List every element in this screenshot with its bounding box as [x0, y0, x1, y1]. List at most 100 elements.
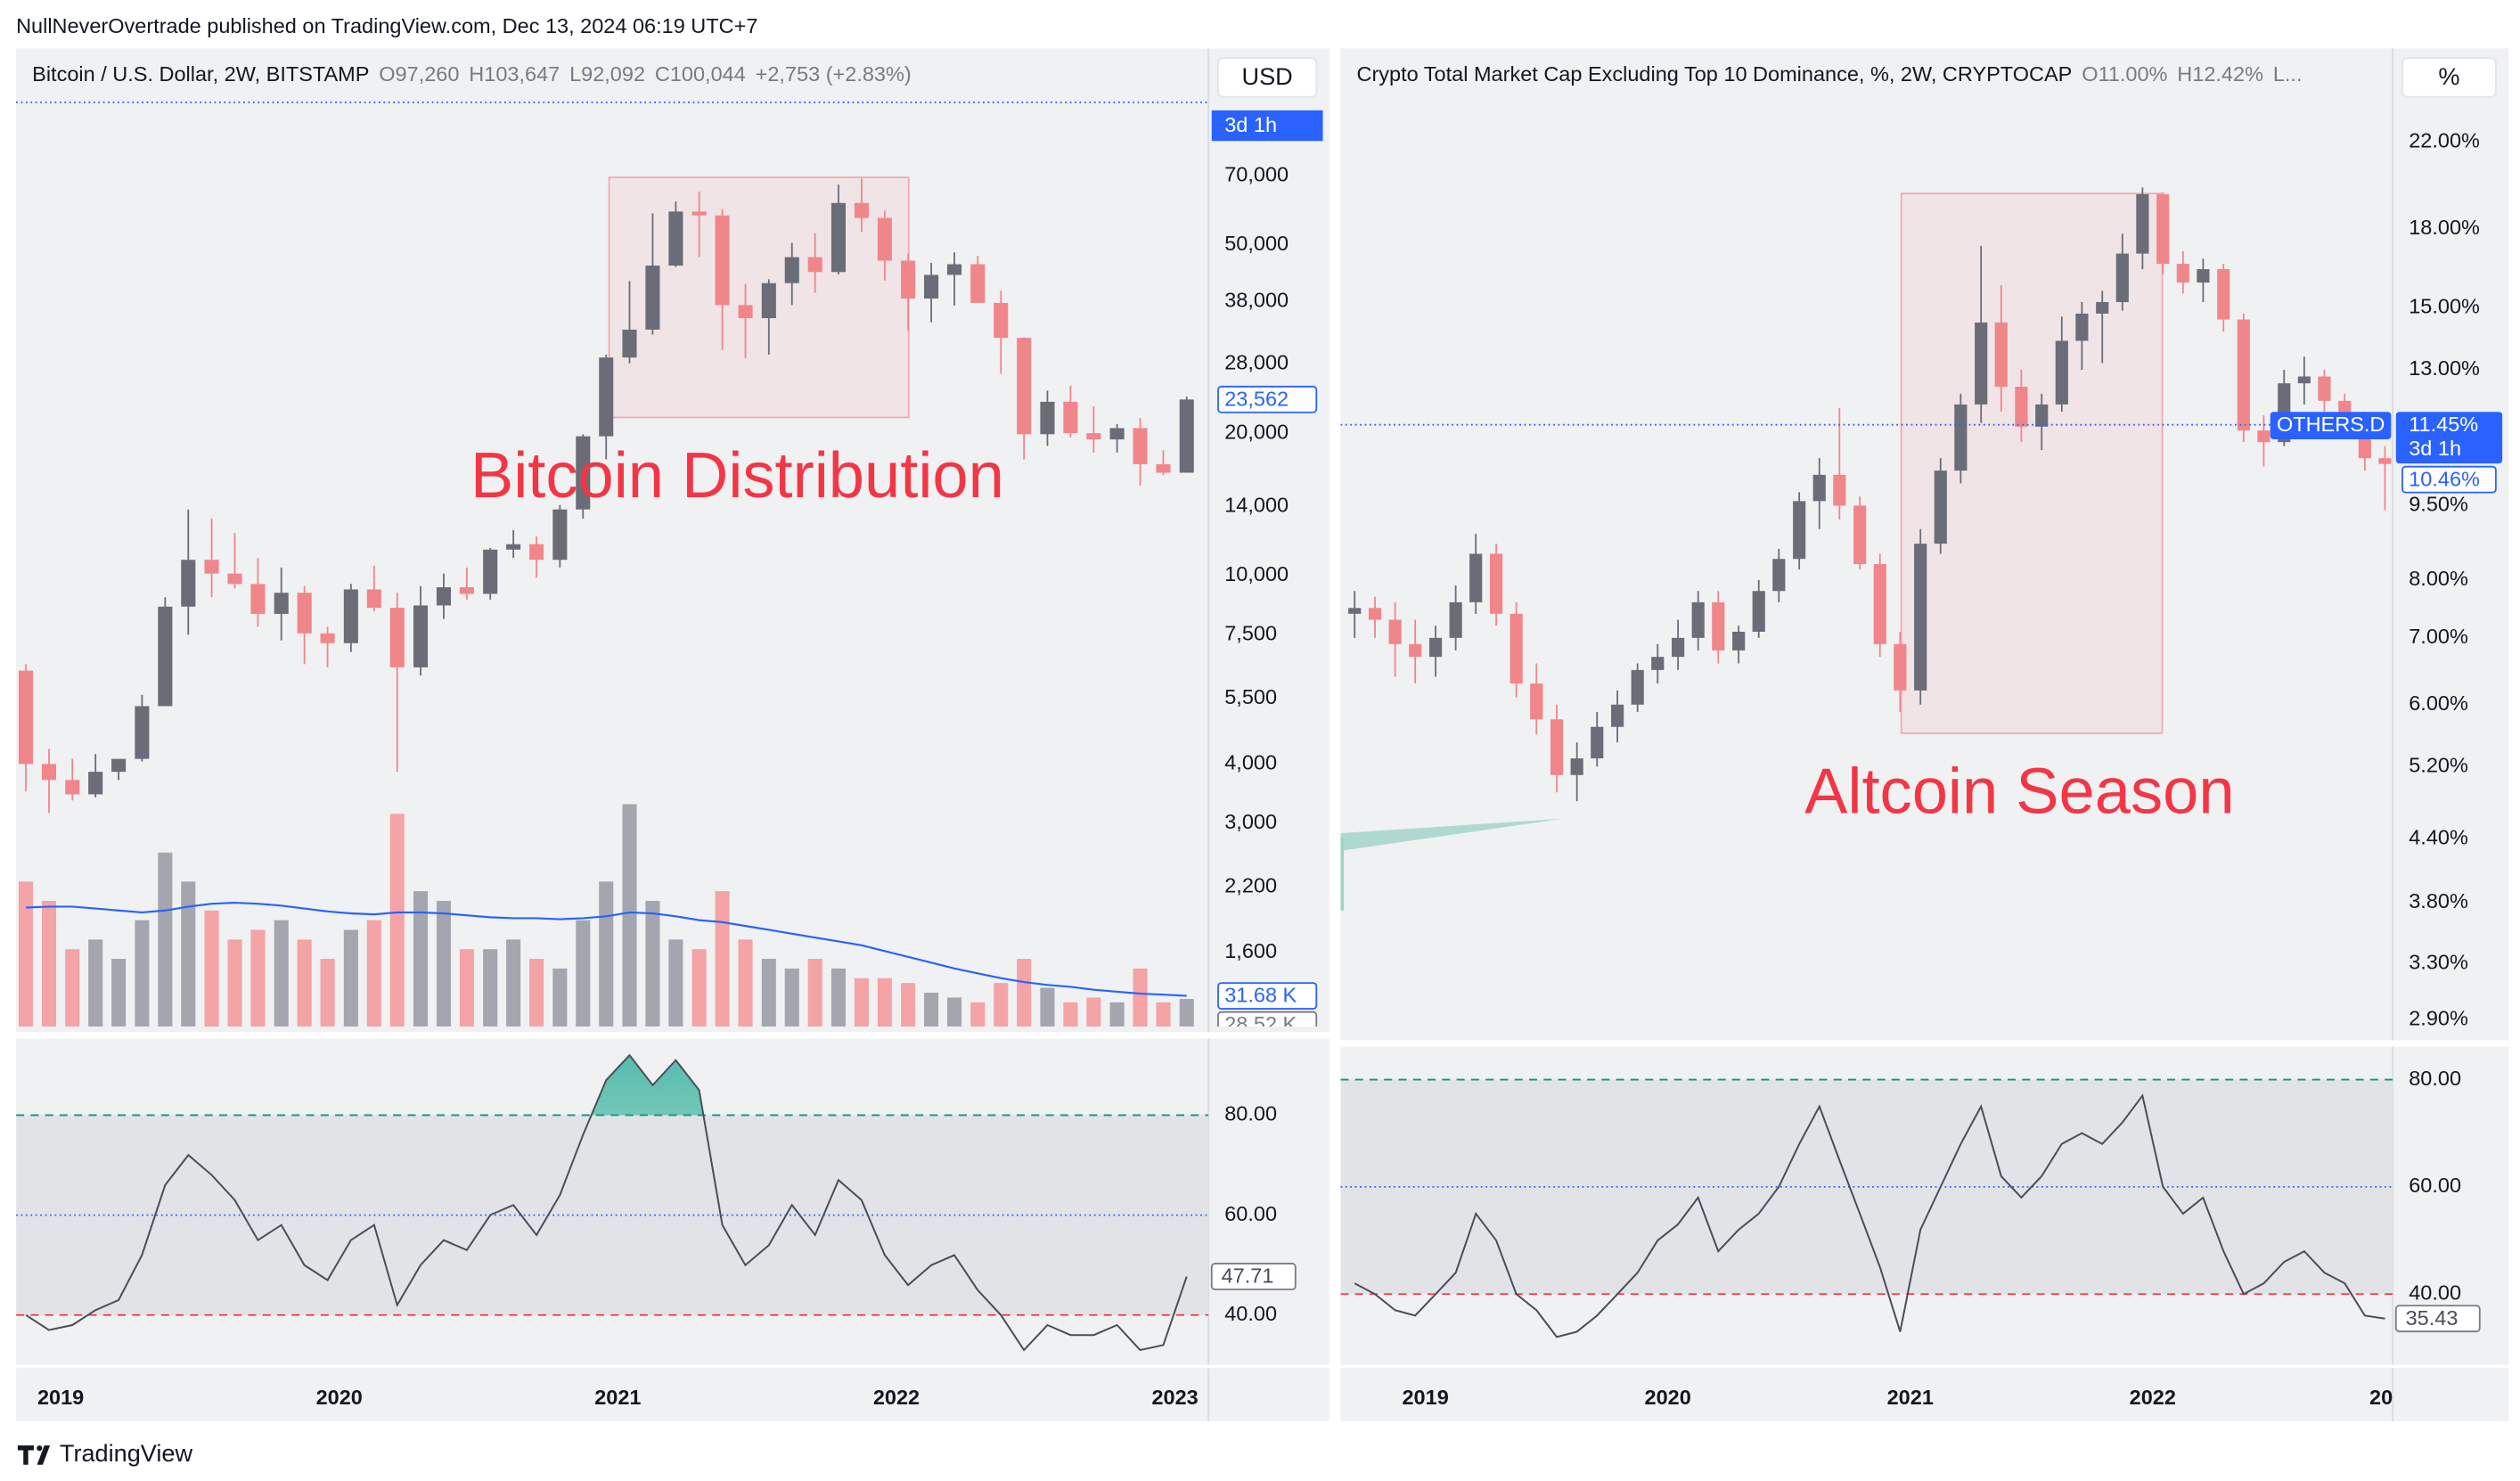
- candle-body: [1793, 501, 1806, 560]
- volume-bar: [1063, 1002, 1078, 1027]
- volume-bar: [576, 920, 591, 1027]
- candle-body: [552, 509, 568, 560]
- volume-bar: [1109, 1002, 1125, 1027]
- price-line-countdown: 3d 1h: [2409, 437, 2461, 460]
- volume-bar: [854, 978, 869, 1027]
- candle-body: [88, 772, 103, 795]
- volume-labels: 31.68 K 28.52 K: [1217, 982, 1318, 1035]
- candle-body: [622, 329, 637, 358]
- currency-box: [2401, 57, 2497, 98]
- volume-bar: [877, 978, 892, 1027]
- price-label-box: [2401, 465, 2497, 494]
- candle-body: [459, 587, 474, 594]
- volume-bar: [413, 891, 429, 1027]
- y-tick-label: 5.20%: [2409, 754, 2468, 777]
- rsi-overbought-fill: [26, 1055, 1187, 1116]
- volume-label: 28.52 K: [1224, 1012, 1297, 1035]
- candle-body: [1894, 643, 1907, 691]
- candle-body: [1672, 637, 1685, 658]
- volume-bar: [784, 968, 799, 1027]
- candle-body: [65, 780, 80, 795]
- candle-body: [1086, 433, 1101, 440]
- candle-body: [1133, 428, 1148, 464]
- y-tick-label: 7.00%: [2409, 625, 2468, 648]
- rsi-pane: [16, 1053, 1209, 1352]
- symbol-box: [2270, 412, 2392, 439]
- volume-bar: [645, 900, 660, 1027]
- candle-body: [2217, 269, 2230, 320]
- candle-body: [111, 758, 127, 773]
- y-tick-label: 7,500: [1224, 622, 1277, 645]
- candle-body: [854, 202, 869, 218]
- candle-body: [204, 560, 219, 574]
- candle-body: [1156, 463, 1171, 473]
- rsi-tick-label: 40.00: [1224, 1302, 1277, 1325]
- candle-body: [1063, 401, 1078, 434]
- y-tick-label: 9.50%: [2409, 493, 2468, 516]
- candle-body: [2176, 264, 2189, 283]
- volume-bar: [1040, 987, 1055, 1027]
- volume-bar: [250, 929, 266, 1027]
- y-tick-label: 4,000: [1224, 751, 1277, 774]
- candle-body: [1368, 608, 1382, 620]
- rsi-tick-label: 80.00: [2409, 1067, 2461, 1090]
- ohlc-value: O11.00%: [2082, 62, 2167, 86]
- volume-bar: [738, 939, 753, 1027]
- candle-body: [1449, 601, 1462, 638]
- candle-body: [320, 633, 335, 643]
- candle-body: [2015, 387, 2028, 427]
- candle-body: [413, 605, 429, 667]
- volume-bar: [1156, 1002, 1171, 1027]
- y-tick-label: 2,200: [1224, 873, 1277, 896]
- candle-body: [877, 217, 892, 261]
- y-tick-label: 8.00%: [2409, 567, 2468, 590]
- candle-body: [924, 274, 939, 299]
- y-tick-label: 22.00%: [2409, 128, 2480, 151]
- x-tick-label: 2021: [1887, 1386, 1934, 1409]
- drawing: [1340, 818, 1563, 851]
- rsi-last-box: [1210, 1263, 1297, 1290]
- volume-bar: [622, 804, 637, 1027]
- volume-label: 31.68 K: [1224, 984, 1297, 1007]
- candle-body: [274, 593, 289, 614]
- x-tick-label: 2023: [1151, 1386, 1198, 1409]
- ohlc-value: H12.42%: [2177, 62, 2263, 86]
- y-tick-label: 3.80%: [2409, 889, 2468, 912]
- candle-body: [1934, 470, 1947, 544]
- volume-bar: [343, 929, 358, 1027]
- candle-body: [1691, 601, 1705, 638]
- candle-body: [1040, 401, 1055, 435]
- candle-body: [1591, 726, 1604, 759]
- y-tick-label: 5,500: [1224, 685, 1277, 708]
- candle-body: [946, 264, 962, 275]
- volume-bar: [970, 1002, 986, 1027]
- countdown-box: [1211, 110, 1323, 142]
- candle-body: [2136, 193, 2149, 254]
- candle-body: [2096, 301, 2109, 314]
- symbol-label: OTHERS.D: [2277, 413, 2385, 436]
- candle-body: [1772, 559, 1786, 592]
- y-tick-label: 38,000: [1224, 288, 1289, 311]
- y-tick-label: 15.00%: [2409, 295, 2480, 318]
- volume-bar: [994, 983, 1009, 1027]
- volume-bar: [901, 983, 916, 1027]
- annotation: Altcoin Season: [1804, 756, 2234, 827]
- x-tick-label: 2022: [2130, 1386, 2176, 1409]
- y-tick-label: 28,000: [1224, 351, 1289, 374]
- ohlc-value: H103,647: [469, 62, 560, 86]
- y-tick-label: 70,000: [1224, 162, 1289, 185]
- volume-bar: [807, 959, 822, 1027]
- candle-body: [436, 587, 452, 606]
- footer-logo: [17, 1445, 51, 1465]
- rsi-pane: [1340, 1078, 2393, 1338]
- volume-bar: [459, 949, 474, 1027]
- price-line-value: 11.45%: [2409, 413, 2478, 436]
- candle-body: [738, 305, 753, 319]
- y-tick-label: 6.00%: [2409, 691, 2468, 715]
- y-tick-label: 3,000: [1224, 810, 1277, 833]
- rsi-tick-label: 60.00: [1224, 1202, 1277, 1225]
- candle-body: [2197, 269, 2210, 283]
- currency: %: [2438, 62, 2459, 90]
- candle-body: [2237, 319, 2250, 431]
